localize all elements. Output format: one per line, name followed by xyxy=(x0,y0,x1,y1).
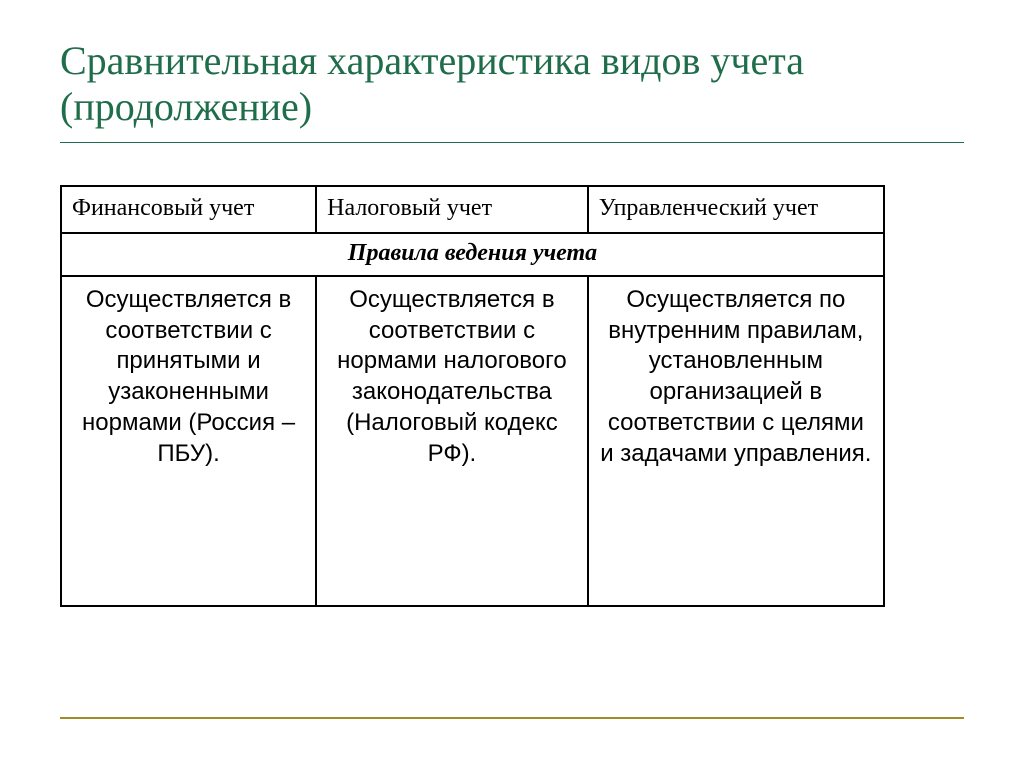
comparison-table: Финансовый учет Налоговый учет Управленч… xyxy=(60,185,885,607)
cell-management: Осуществляется по внутренним правилам, у… xyxy=(588,276,884,606)
table-row: Осуществляется в соответствии с принятым… xyxy=(61,276,884,606)
table-section-row: Правила ведения учета xyxy=(61,233,884,276)
cell-financial: Осуществляется в соответствии с принятым… xyxy=(61,276,316,606)
table-section-title: Правила ведения учета xyxy=(61,233,884,276)
page-title: Сравнительная характеристика видов учета… xyxy=(60,38,964,130)
footer-accent-rule xyxy=(60,717,964,719)
cell-tax: Осуществляется в соответствии с нормами … xyxy=(316,276,588,606)
col-header-management: Управленческий учет xyxy=(588,186,884,233)
col-header-tax: Налоговый учет xyxy=(316,186,588,233)
comparison-table-container: Финансовый учет Налоговый учет Управленч… xyxy=(60,185,885,607)
title-underline xyxy=(60,142,964,143)
col-header-financial: Финансовый учет xyxy=(61,186,316,233)
table-header-row: Финансовый учет Налоговый учет Управленч… xyxy=(61,186,884,233)
